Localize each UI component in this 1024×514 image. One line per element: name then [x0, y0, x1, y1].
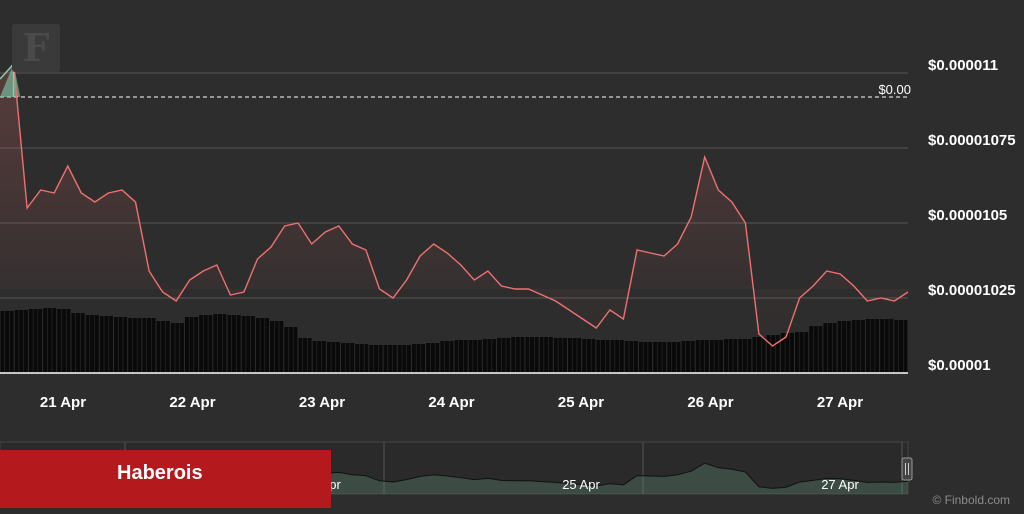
volume-bar: [667, 342, 681, 373]
volume-bar: [170, 323, 184, 373]
volume-bar: [511, 337, 525, 373]
y-tick-label: $0.0000105: [928, 207, 1007, 224]
volume-bar: [865, 319, 880, 373]
x-tick-label: 22 Apr: [169, 394, 215, 411]
source-badge: Haberois: [0, 450, 331, 508]
volume-bar: [809, 326, 823, 373]
volume-bar: [341, 343, 355, 373]
volume-bar: [695, 340, 709, 373]
finbold-logo: F: [12, 24, 60, 72]
volume-bar: [397, 345, 411, 373]
volume-bar: [738, 339, 752, 373]
x-tick-label: 24 Apr: [428, 394, 474, 411]
volume-bar: [610, 340, 624, 373]
volume-bar: [284, 327, 298, 373]
volume-bar: [85, 315, 99, 373]
volume-bar: [653, 342, 667, 373]
x-tick-label: 21 Apr: [40, 394, 86, 411]
volume-bar: [99, 316, 113, 373]
volume-bar: [426, 343, 440, 373]
volume-bar: [255, 318, 270, 373]
volume-bar: [497, 338, 511, 373]
volume-bar: [638, 342, 653, 373]
y-tick-label: $0.00001025: [928, 282, 1016, 299]
volume-bar: [227, 315, 241, 373]
volume-bar: [681, 341, 695, 373]
volume-bar: [57, 309, 71, 373]
volume-bar: [28, 309, 43, 373]
volume-bar: [142, 318, 156, 373]
volume-bar: [795, 332, 809, 373]
volume-bar: [326, 342, 340, 373]
volume-bar: [823, 323, 837, 373]
y-tick-label: $0.00001: [928, 357, 991, 374]
navigator-handle: [901, 457, 913, 481]
volume-bar: [596, 340, 610, 373]
price-line: [0, 62, 909, 347]
navigator-tick-label: 25 Apr: [562, 477, 600, 492]
volume-bar: [440, 341, 454, 373]
credit-text: © Finbold.com: [932, 493, 1010, 507]
navigator-tick-label: 27 Apr: [821, 477, 859, 492]
volume-bar: [184, 317, 199, 373]
volume-bar: [0, 311, 14, 373]
volume-bar: [553, 338, 567, 373]
volume-bar: [241, 316, 255, 373]
volume-bar: [624, 341, 638, 373]
volume-bar: [114, 317, 128, 373]
volume-bar: [298, 338, 312, 373]
volume-bar: [709, 340, 724, 373]
y-tick-label: $0.000011: [928, 57, 998, 74]
volume-bar: [752, 337, 766, 373]
volume-bar: [199, 315, 213, 373]
reference-label: $0.00: [878, 82, 911, 97]
volume-bar: [837, 321, 851, 373]
volume-bar: [468, 340, 482, 373]
volume-bar: [128, 318, 142, 373]
x-tick-label: 23 Apr: [299, 394, 345, 411]
volume-bar: [355, 344, 369, 373]
volume-bar: [539, 337, 553, 373]
volume-bar: [14, 310, 28, 373]
price-area-fill: [0, 64, 908, 346]
x-tick-label: 25 Apr: [558, 394, 604, 411]
volume-bar: [724, 339, 738, 373]
volume-bar: [43, 308, 57, 373]
volume-bar: [894, 320, 908, 373]
volume-bar: [568, 338, 582, 373]
volume-bar: [383, 345, 397, 373]
volume-bar: [312, 341, 326, 373]
x-tick-label: 27 Apr: [817, 394, 863, 411]
volume-bar: [454, 340, 468, 373]
volume-bar: [270, 321, 284, 373]
x-tick-label: 26 Apr: [687, 394, 733, 411]
volume-bar: [851, 320, 865, 373]
volume-bar: [213, 314, 227, 373]
volume-bar: [880, 319, 894, 373]
volume-bar: [482, 339, 497, 373]
volume-bar: [156, 321, 170, 373]
volume-bar: [369, 345, 383, 373]
volume-bar: [525, 337, 539, 373]
volume-bar: [780, 333, 794, 373]
volume-bar: [71, 313, 85, 373]
y-tick-label: $0.00001075: [928, 132, 1016, 149]
volume-bar: [411, 344, 426, 373]
badge-text: Haberois: [117, 462, 203, 484]
volume-bar: [582, 339, 596, 373]
